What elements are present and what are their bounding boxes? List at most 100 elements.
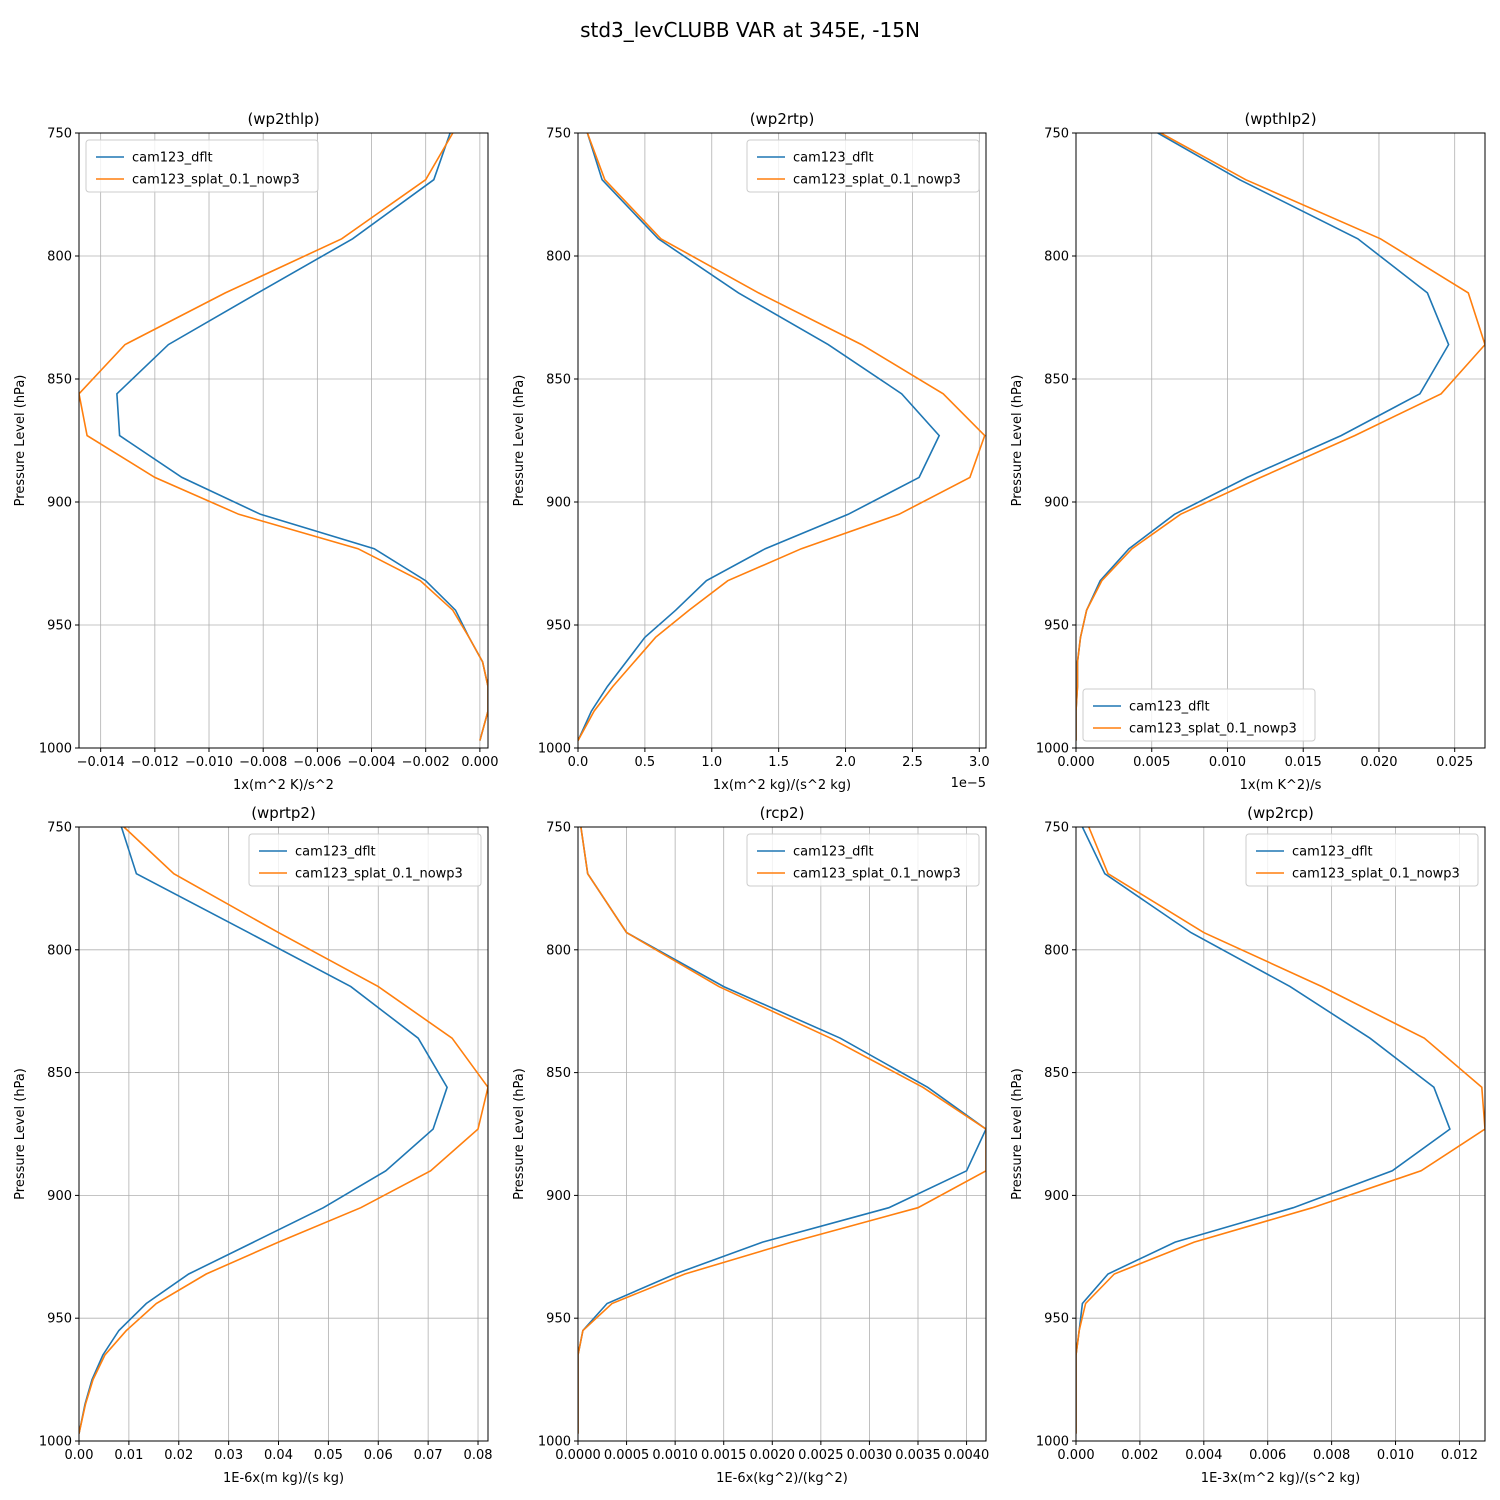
legend-entry: cam123_dflt <box>793 151 874 166</box>
plot-frame <box>577 132 987 749</box>
y-tick-label: 800 <box>546 250 571 265</box>
x-tick-label: 0.07 <box>414 1448 443 1463</box>
y-axis-label: Pressure Level (hPa) <box>512 1068 527 1200</box>
x-tick-label: 0.5 <box>635 755 656 770</box>
x-tick-label: 0.08 <box>464 1448 493 1463</box>
y-tick-label: 1000 <box>1036 1435 1069 1450</box>
y-axis-label: Pressure Level (hPa) <box>13 1068 28 1200</box>
legend-entry: cam123_dflt <box>1292 845 1373 860</box>
y-axis-label: Pressure Level (hPa) <box>512 375 527 507</box>
legend-entry: cam123_splat_0.1_nowp3 <box>132 173 300 188</box>
legend-entry: cam123_dflt <box>793 845 874 860</box>
x-tick-label: 0.020 <box>1360 755 1397 770</box>
x-axis-label: 1E-6x(kg^2)/(kg^2) <box>716 1471 848 1486</box>
series-line-cam123_splat_0.1_nowp3 <box>578 133 986 741</box>
legend-entry: cam123_dflt <box>132 151 213 166</box>
x-axis-label: 1E-3x(m^2 kg)/(s^2 kg) <box>1201 1471 1360 1486</box>
x-tick-label: 0.002 <box>1121 1448 1158 1463</box>
y-tick-label: 750 <box>47 127 72 142</box>
subplot-title: (rcp2) <box>760 804 805 822</box>
subplot-title: (wprtp2) <box>251 804 316 822</box>
series-line-cam123_dflt <box>578 827 986 1434</box>
x-tick-label: 1.5 <box>768 755 789 770</box>
legend: cam123_dflt cam123_splat_0.1_nowp3 <box>746 833 980 887</box>
x-tick-label: 0.01 <box>114 1448 143 1463</box>
series-line-cam123_dflt <box>578 133 941 741</box>
y-tick-label: 900 <box>546 496 571 511</box>
x-tick-label: 0.010 <box>1209 755 1246 770</box>
legend-entry: cam123_splat_0.1_nowp3 <box>295 867 463 882</box>
legend-box <box>746 139 980 193</box>
legend: cam123_dflt cam123_splat_0.1_nowp3 <box>1082 688 1316 742</box>
x-tick-label: 0.0 <box>568 755 589 770</box>
x-tick-label: 0.0020 <box>750 1448 796 1463</box>
y-tick-label: 750 <box>1044 127 1069 142</box>
plot-frame <box>577 826 987 1442</box>
y-tick-label: 900 <box>47 496 72 511</box>
legend-entry: cam123_dflt <box>295 845 376 860</box>
plot-frame <box>78 826 489 1442</box>
legend: cam123_dflt cam123_splat_0.1_nowp3 <box>248 833 482 887</box>
figure-title: std3_levCLUBB VAR at 345E, -15N <box>580 18 920 42</box>
legend-box <box>1082 688 1316 742</box>
y-tick-label: 850 <box>546 1066 571 1081</box>
x-tick-label: 0.010 <box>1377 1448 1414 1463</box>
y-tick-label: 950 <box>47 619 72 634</box>
panels: −0.014 −0.012 −0.010 −0.008 −0.006 −0.004 −0.0… <box>13 110 1486 1486</box>
y-tick-label: 750 <box>47 821 72 836</box>
subplot-wp2thlp: −0.014 −0.012 −0.010 −0.008 −0.006 −0.004 −0.0… <box>13 110 498 793</box>
x-tick-label: 1.0 <box>701 755 722 770</box>
x-tick-label: 0.04 <box>264 1448 293 1463</box>
y-tick-label: 850 <box>47 1066 72 1081</box>
series-line-cam123_splat_0.1_nowp3 <box>79 133 488 741</box>
x-tick-label: 0.025 <box>1436 755 1473 770</box>
x-tick-label: 0.008 <box>1313 1448 1350 1463</box>
y-tick-label: 800 <box>1044 943 1069 958</box>
x-tick-label: 0.0015 <box>701 1448 747 1463</box>
legend: cam123_dflt cam123_splat_0.1_nowp3 <box>1245 833 1479 887</box>
x-tick-label: −0.014 <box>77 755 125 770</box>
subplot-title: (wp2thlp) <box>247 110 319 128</box>
x-tick-label: 0.00 <box>65 1448 94 1463</box>
legend-box <box>85 139 319 193</box>
y-tick-label: 950 <box>1044 1312 1069 1327</box>
y-tick-label: 850 <box>546 373 571 388</box>
subplot-wpthlp2: 0.000 0.005 0.010 0.015 0.020 0.025 750 800 850 9… <box>1010 110 1486 793</box>
x-tick-label: 0.05 <box>314 1448 343 1463</box>
y-axis-label: Pressure Level (hPa) <box>13 375 28 507</box>
x-tick-label: 0.02 <box>164 1448 193 1463</box>
y-tick-label: 950 <box>1044 619 1069 634</box>
y-tick-label: 1000 <box>1036 742 1069 757</box>
x-axis-label: 1x(m^2 kg)/(s^2 kg) <box>713 778 851 793</box>
x-axis-label: 1x(m^2 K)/s^2 <box>233 778 334 793</box>
y-tick-label: 800 <box>546 943 571 958</box>
x-tick-label: 0.000 <box>1057 755 1094 770</box>
y-tick-label: 950 <box>47 1312 72 1327</box>
subplot-wp2rcp: 0.000 0.002 0.004 0.006 0.008 0.010 0.012 750 80… <box>1010 804 1486 1486</box>
y-tick-label: 1000 <box>39 742 72 757</box>
y-tick-label: 800 <box>1044 250 1069 265</box>
x-axis-label: 1E-6x(m kg)/(s kg) <box>223 1471 344 1486</box>
y-tick-label: 900 <box>47 1189 72 1204</box>
x-tick-label: 2.0 <box>835 755 856 770</box>
y-tick-label: 1000 <box>538 742 571 757</box>
x-offset-text: 1e−5 <box>951 776 986 791</box>
x-tick-label: 0.015 <box>1285 755 1322 770</box>
x-tick-label: 2.5 <box>902 755 923 770</box>
subplot-rcp2: 0.0000 0.0005 0.0010 0.0015 0.0020 0.0025 0.00… <box>512 804 989 1486</box>
x-tick-label: 0.000 <box>1057 1448 1094 1463</box>
y-tick-label: 800 <box>47 250 72 265</box>
plot-frame <box>1075 132 1486 749</box>
legend-box <box>746 833 980 887</box>
legend-entry: cam123_splat_0.1_nowp3 <box>793 173 961 188</box>
y-tick-label: 850 <box>1044 1066 1069 1081</box>
legend: cam123_dflt cam123_splat_0.1_nowp3 <box>746 139 980 193</box>
legend-box <box>1245 833 1479 887</box>
x-tick-label: 0.0010 <box>652 1448 698 1463</box>
y-axis-label: Pressure Level (hPa) <box>1010 1068 1025 1200</box>
legend-entry: cam123_splat_0.1_nowp3 <box>793 867 961 882</box>
x-tick-label: 0.0000 <box>555 1448 601 1463</box>
y-tick-label: 1000 <box>39 1435 72 1450</box>
x-tick-label: 0.004 <box>1185 1448 1222 1463</box>
